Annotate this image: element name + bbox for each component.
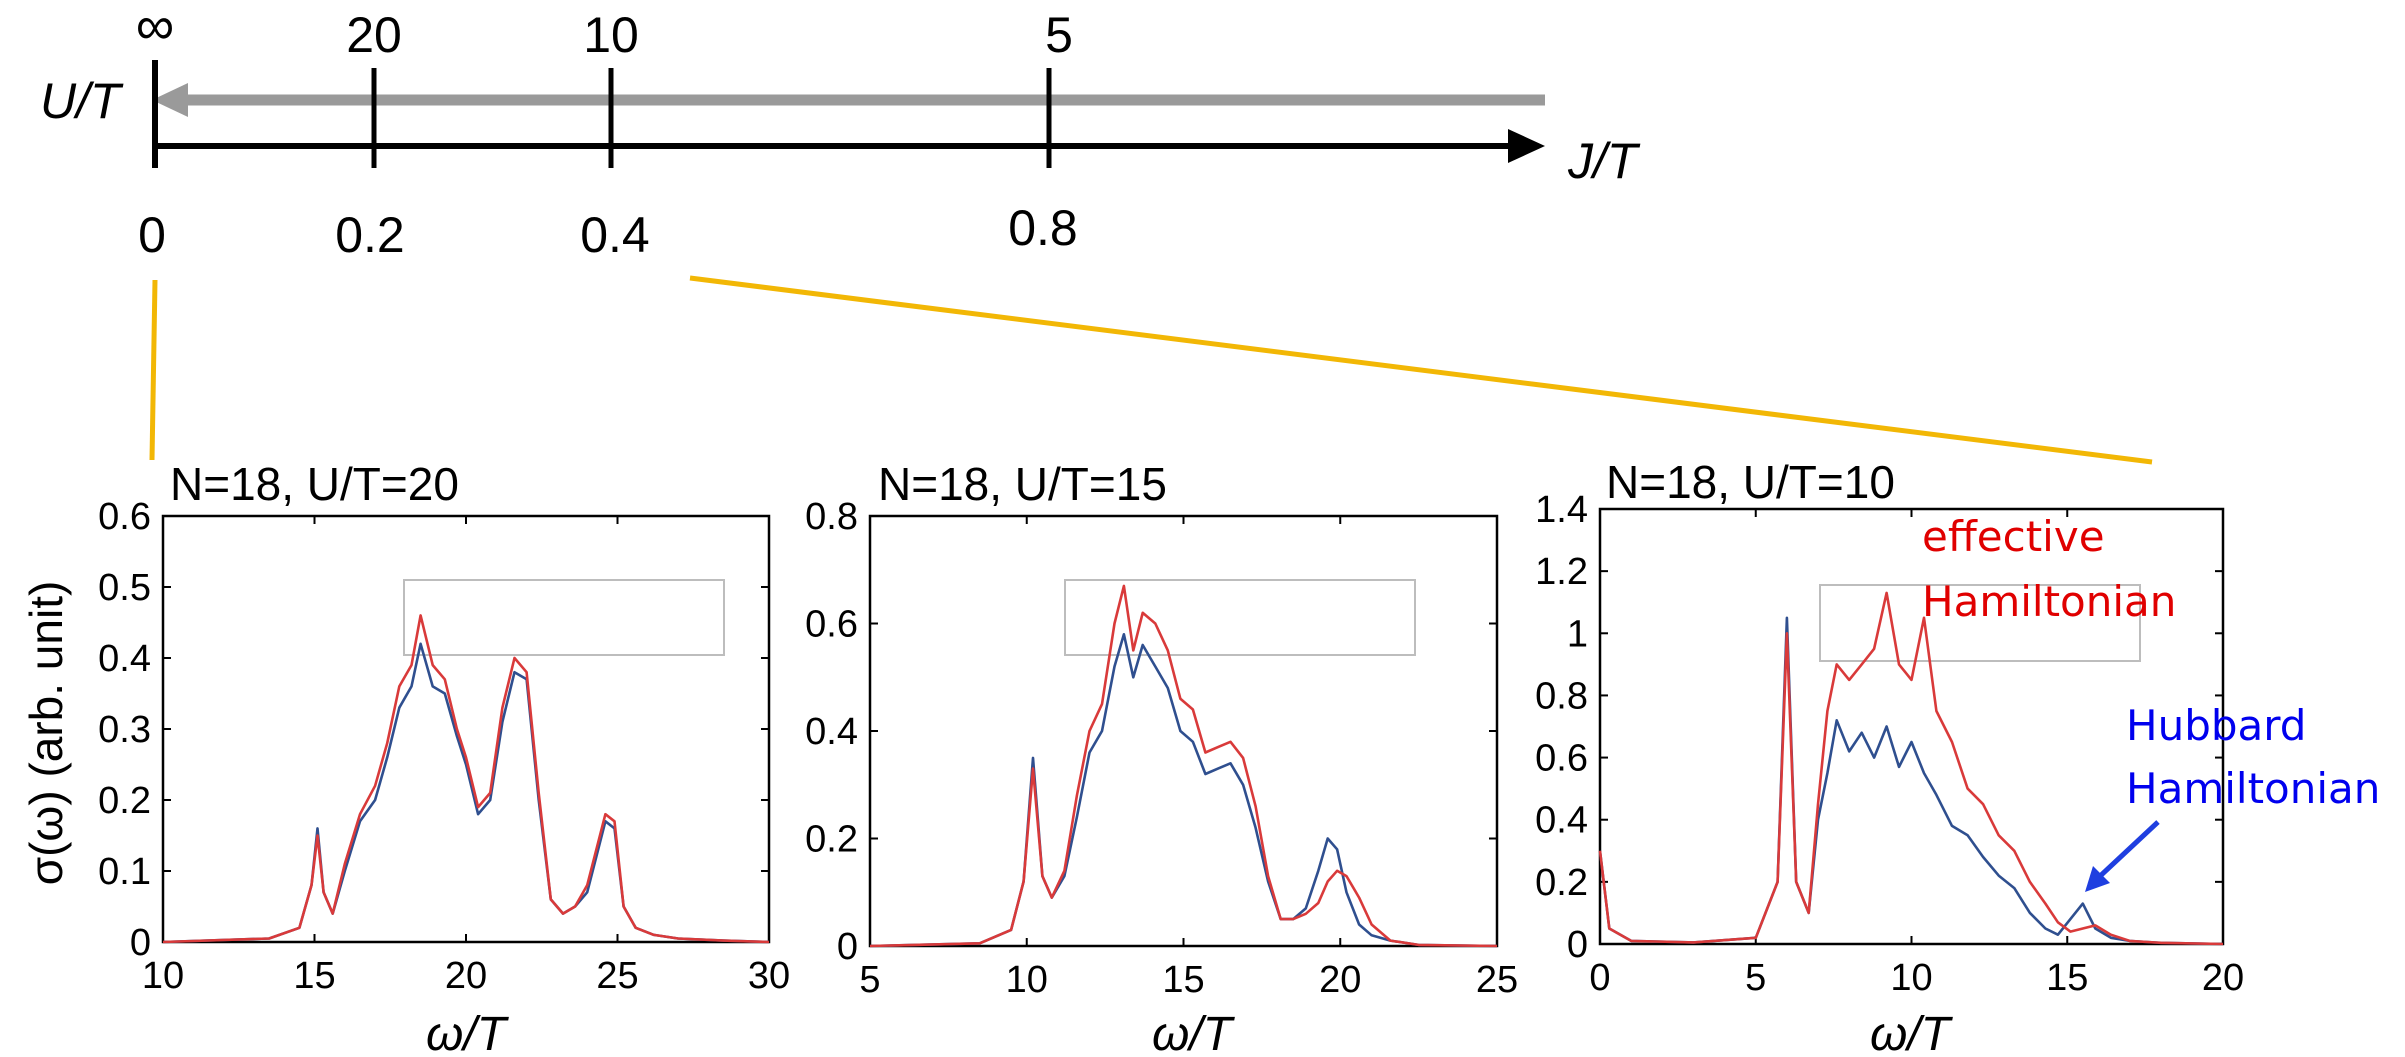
x-axis-label: ω/T [1870,1008,1954,1057]
jt-tick-label: 0.4 [580,207,650,263]
series-line-effective [1598,591,2224,946]
panel-series [162,614,770,944]
chart-panel-u15: N=18, U/T=15 ω/T 5 10 15 20 25 0 0.2 0.4 0.6 0.8 [805,458,1518,1057]
ut-tick-label: ∞ [136,0,175,56]
x-tick-label: 5 [859,959,880,1001]
y-tick-label: 0.3 [98,709,151,751]
y-tick-label: 0.6 [1535,738,1588,780]
annotation-effective-line1: effective [1922,512,2105,561]
x-tick-label: 30 [748,955,790,997]
jt-label: J/T [1567,133,1641,189]
panel-series [869,584,1498,948]
x-tick-label: 20 [2202,957,2244,999]
jt-tick-label: 0 [138,207,166,263]
series-line-hubbard [869,632,1498,948]
annotation-arrow-line [2096,820,2160,880]
y-tick-label: 1.2 [1535,551,1588,593]
panel-title: N=18, U/T=10 [1606,456,1895,508]
y-tick-label: 0.8 [1535,675,1588,717]
y-tick-label: 0.4 [98,638,151,680]
annotation-hubbard-line1: Hubbard [2126,701,2306,750]
connector-line-left [149,279,158,461]
y-tick-label: 0 [130,922,151,964]
y-tick-label: 0.5 [98,567,151,609]
legend-box [1819,584,2141,662]
x-tick-label: 15 [2046,957,2088,999]
y-tick-label: 0.6 [805,604,858,646]
y-tick-label: 0.2 [805,819,858,861]
y-tick-label: 0.6 [98,496,151,538]
ut-tick-label: 20 [346,7,402,63]
annotation-effective-line2: Hamiltonian [1922,577,2176,626]
y-tick-label: 0.2 [98,780,151,822]
y-tick-label: 1 [1567,613,1588,655]
x-tick-label: 20 [445,955,487,997]
x-tick-label: 15 [293,955,335,997]
x-tick-label: 15 [1162,959,1204,1001]
jt-arrow-head [1508,129,1545,163]
y-tick-label: 0.8 [805,496,858,538]
ut-arrow-head [152,83,188,117]
panel-axes: 5 10 15 20 25 0 0.2 0.4 0.6 0.8 [805,496,1518,1001]
x-tick-label: 5 [1745,957,1766,999]
x-tick-label: 10 [1890,957,1932,999]
ut-label: U/T [40,73,124,129]
legend-box [403,579,725,656]
x-tick-label: 20 [1319,959,1361,1001]
x-axis-label: ω/T [1152,1008,1236,1057]
y-tick-label: 0.2 [1535,862,1588,904]
jt-tick-label: 0.2 [335,207,405,263]
annotation-arrow-head [2085,866,2110,892]
x-tick-label: 0 [1589,957,1610,999]
legend-box [1064,579,1416,656]
series-line-effective [162,614,770,944]
y-axis-label: σ(ω) (arb. unit) [20,581,72,886]
connector-line-right [689,275,2153,465]
x-tick-label: 25 [596,955,638,997]
x-tick-label: 10 [142,955,184,997]
panel-series [1598,591,2224,946]
x-tick-label: 25 [1476,959,1518,1001]
y-tick-label: 0 [837,926,858,968]
y-tick-label: 0.1 [98,851,151,893]
scale-bar: U/T J/T ∞ 20 10 5 0 0.2 0.4 0.8 [40,0,2153,465]
chart-panel-u20: N=18, U/T=20 ω/T 10 15 20 25 30 0 0.1 0.2 0.3 0.4… [98,458,790,1057]
panel-axes: 0 5 10 15 20 0 0.2 0.4 0.6 0.8 1 1.2 1.4 [1535,489,2244,999]
x-tick-label: 10 [1006,959,1048,1001]
y-tick-label: 0 [1567,924,1588,966]
panel-axes: 10 15 20 25 30 0 0.1 0.2 0.3 0.4 0.5 0.6 [98,496,790,997]
ut-tick-label: 5 [1045,7,1073,63]
panel-title: N=18, U/T=20 [170,458,459,510]
y-tick-label: 0.4 [1535,800,1588,842]
series-line-hubbard [162,642,770,944]
annotation-hubbard-line2: Hamiltonian [2126,764,2380,813]
jt-tick-label: 0.8 [1008,200,1078,256]
chart-panel-u10: N=18, U/T=10 ω/T 0 5 10 15 20 0 0.2 0.4 0.6 0.8 1 1… [1535,456,2380,1057]
y-tick-label: 0.4 [805,711,858,753]
x-axis-label: ω/T [426,1008,510,1057]
ut-tick-label: 10 [583,7,639,63]
panel-title: N=18, U/T=15 [878,458,1167,510]
series-line-effective [869,584,1498,948]
y-tick-label: 1.4 [1535,489,1588,531]
